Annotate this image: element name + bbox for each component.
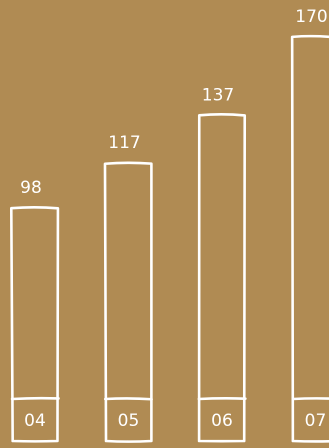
bar-05 (103, 161, 153, 443)
bar-divider-05 (103, 397, 153, 401)
category-label: 04 (24, 411, 46, 431)
bar-07 (290, 34, 329, 443)
bar-06 (197, 113, 247, 443)
value-label: 98 (20, 178, 42, 198)
labels-layer: 04 98 05 117 06 137 07 170 (20, 7, 328, 431)
bar-divider-07 (291, 397, 329, 401)
value-label: 137 (202, 85, 234, 105)
bar-divider-04 (10, 396, 60, 401)
category-label: 07 (305, 411, 327, 431)
bar-04 (9, 206, 60, 443)
value-label: 170 (295, 7, 327, 27)
category-label: 05 (118, 411, 140, 431)
bars-layer (9, 34, 329, 443)
category-label: 06 (211, 411, 233, 431)
value-label: 117 (108, 133, 140, 153)
bar-divider-06 (197, 397, 247, 401)
